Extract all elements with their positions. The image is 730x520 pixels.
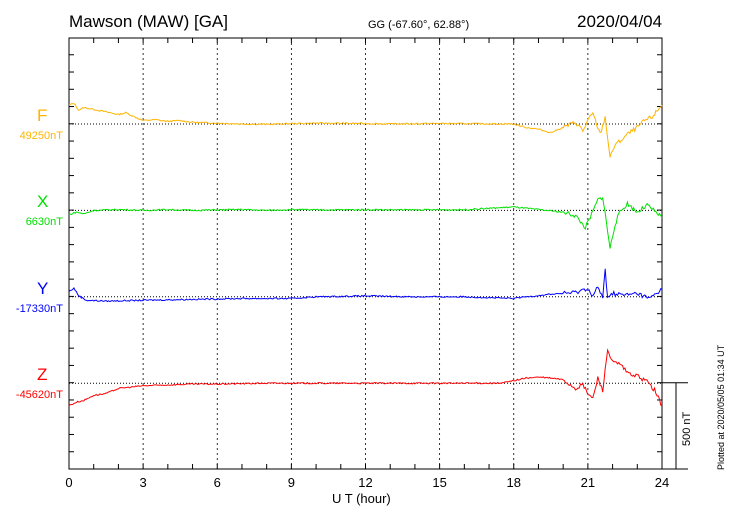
chart-title: Mawson (MAW) [GA] [69, 12, 228, 31]
x-tick-label: 3 [140, 475, 147, 490]
scale-bar-label: 500 nT [681, 411, 693, 446]
x-tick-label: 0 [65, 475, 72, 490]
plotted-at-footer: Plotted at 2020/05/05 01:34 UT [716, 344, 726, 470]
series-line-y [68, 268, 663, 303]
series-name-x: X [37, 192, 49, 212]
x-axis-label: U T (hour) [332, 491, 391, 506]
series-baseline-f: 49250nT [19, 130, 63, 142]
x-tick-label: 12 [358, 475, 372, 490]
series-line-x [68, 196, 663, 249]
series-baseline-y: -17330nT [15, 302, 63, 315]
series-line-z [68, 348, 663, 407]
series-name-z: Z [37, 365, 48, 385]
series-name-f: F [37, 106, 48, 125]
station-coords: GG (-67.60°, 62.88°) [368, 19, 470, 31]
x-tick-label: 24 [655, 475, 669, 490]
series-baseline-x: 6630nT [25, 216, 63, 229]
x-tick-label: 9 [288, 475, 295, 490]
x-tick-label: 18 [507, 475, 521, 490]
x-tick-label: 6 [214, 475, 221, 490]
series-name-y: Y [37, 278, 49, 298]
series-baseline-z: -45620nT [15, 389, 63, 402]
chart-date: 2020/04/04 [577, 12, 663, 31]
series-line-f [68, 103, 663, 158]
x-tick-label: 15 [432, 475, 446, 490]
x-tick-label: 21 [581, 475, 595, 490]
